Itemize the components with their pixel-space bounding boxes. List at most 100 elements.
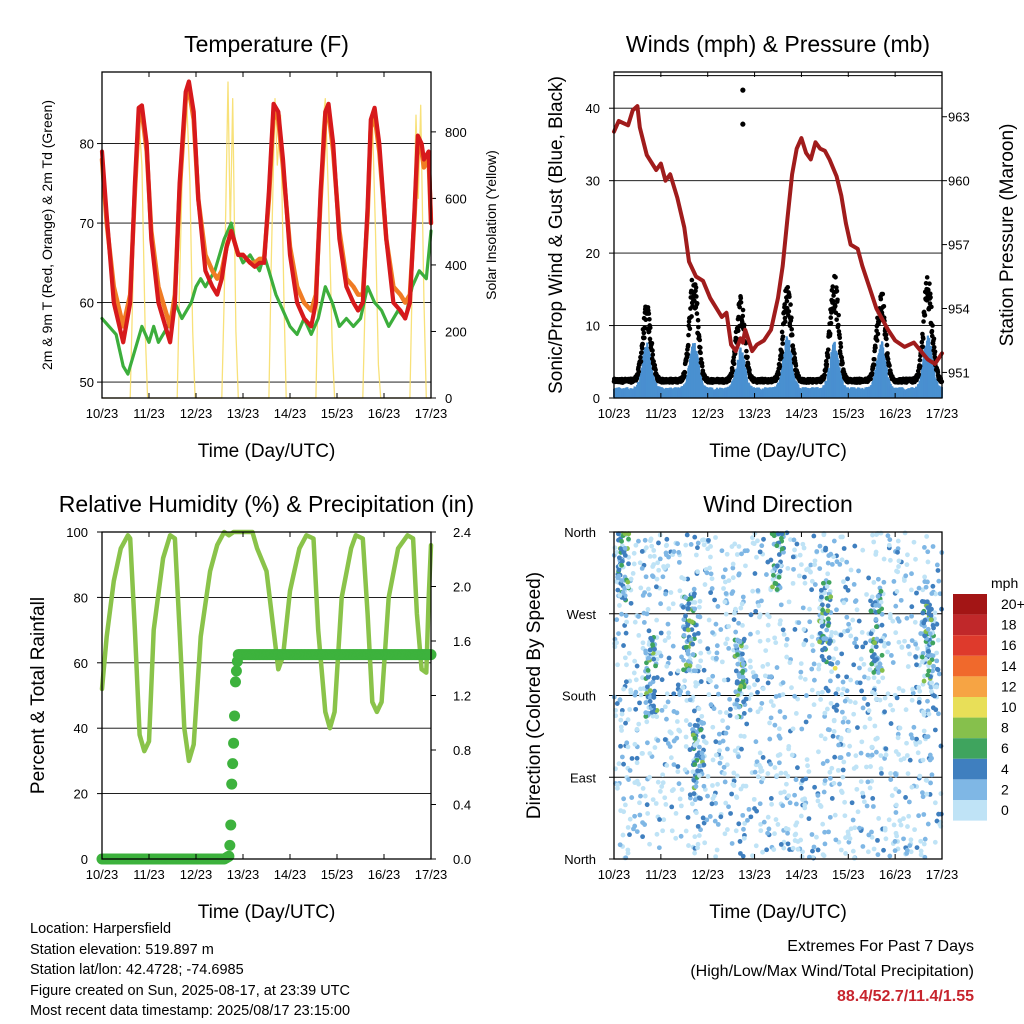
direction-point [697, 639, 703, 644]
direction-point [838, 632, 844, 638]
direction-point [768, 699, 774, 704]
y-axis-label-4: Direction (Colored By Speed) [524, 572, 545, 819]
direction-point [858, 656, 864, 662]
direction-point [640, 750, 645, 756]
direction-point [777, 726, 782, 732]
direction-point [862, 724, 868, 730]
direction-point [740, 783, 746, 789]
direction-point [798, 674, 803, 680]
x-tick-label: 13/23 [738, 406, 771, 421]
series-pressure [612, 104, 944, 366]
direction-point [871, 846, 877, 852]
direction-point [733, 629, 739, 635]
series-dewpoint [100, 221, 433, 376]
direction-point [713, 752, 719, 758]
direction-point [660, 828, 666, 834]
direction-point [709, 801, 715, 807]
direction-point [903, 707, 909, 713]
direction-point [739, 657, 745, 662]
direction-point [640, 593, 646, 598]
legend-swatch [953, 779, 987, 800]
direction-point [778, 770, 784, 776]
direction-point [714, 847, 720, 853]
gust-point [682, 370, 688, 375]
direction-point [720, 718, 726, 724]
direction-point [636, 781, 642, 787]
direction-point [634, 755, 640, 761]
direction-point [814, 834, 819, 840]
direction-point [636, 721, 642, 727]
direction-point [648, 536, 654, 542]
direction-point [916, 684, 922, 690]
direction-point [875, 593, 881, 599]
direction-point [934, 684, 940, 690]
direction-point [616, 761, 622, 767]
direction-point [850, 848, 856, 854]
direction-point [698, 658, 704, 664]
direction-point [644, 802, 650, 808]
direction-point [807, 606, 812, 612]
direction-point [825, 727, 831, 732]
direction-point [691, 668, 697, 674]
direction-point [840, 774, 846, 780]
direction-point [677, 588, 683, 594]
direction-point [936, 811, 941, 817]
direction-point [904, 562, 910, 568]
direction-point [826, 580, 832, 585]
direction-point [706, 649, 712, 655]
gust-point [917, 363, 923, 369]
direction-point [860, 790, 865, 796]
direction-point [915, 750, 921, 756]
direction-point [755, 588, 761, 593]
direction-point [616, 555, 622, 561]
direction-point [674, 719, 680, 724]
direction-point [770, 584, 775, 590]
direction-point [701, 542, 707, 548]
direction-point [880, 675, 886, 681]
x-axis-label-1: Time (Day/UTC) [198, 441, 336, 462]
direction-point [772, 722, 778, 728]
direction-point [913, 654, 919, 659]
direction-point [807, 713, 812, 719]
direction-point [869, 752, 875, 758]
direction-point [861, 661, 867, 667]
direction-point [710, 757, 716, 763]
direction-point [920, 757, 926, 763]
direction-point [804, 757, 810, 762]
direction-point [736, 571, 742, 577]
direction-point [863, 640, 868, 646]
direction-point [788, 537, 793, 542]
direction-point [869, 594, 875, 600]
direction-point [793, 777, 799, 783]
direction-point [698, 796, 703, 801]
direction-point [715, 604, 721, 609]
y-tick-label-right: 957 [948, 238, 970, 253]
direction-point [651, 703, 656, 709]
direction-point [860, 705, 866, 711]
direction-point [665, 621, 671, 627]
direction-point [852, 825, 858, 831]
direction-point [897, 725, 903, 731]
direction-point [839, 709, 845, 715]
direction-point [895, 735, 901, 741]
direction-point [690, 652, 696, 657]
direction-point [716, 731, 722, 737]
direction-point [719, 548, 725, 554]
gust-point [928, 295, 933, 300]
legend-swatch [953, 738, 987, 759]
y-tick-label: West [567, 607, 597, 622]
direction-point [710, 724, 716, 730]
direction-point [798, 785, 804, 791]
direction-point [831, 729, 837, 734]
direction-point [715, 822, 721, 827]
y-tick-label-right: 0 [445, 391, 452, 406]
direction-point [662, 638, 668, 643]
direction-point [922, 574, 928, 580]
direction-point [802, 796, 808, 802]
gust-point [792, 351, 797, 356]
legend-label: 14 [1001, 658, 1017, 674]
direction-point [848, 826, 854, 832]
direction-point [783, 781, 789, 787]
y-tick-label: 80 [80, 137, 94, 152]
